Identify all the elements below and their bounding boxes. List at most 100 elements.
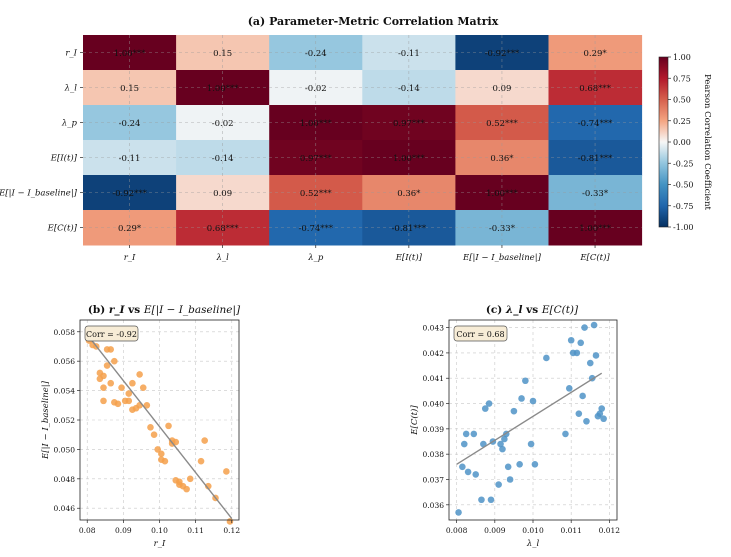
scatter-b-ytick-label: 0.054 bbox=[54, 387, 76, 396]
scatter-b-point bbox=[201, 437, 208, 444]
scatter-b-point bbox=[100, 397, 107, 405]
scatter-c-point bbox=[487, 496, 495, 504]
scatter-c-title-y: E[C(t)] bbox=[541, 304, 579, 316]
scatter-c-point bbox=[518, 395, 525, 402]
scatter-b-point bbox=[107, 379, 115, 387]
scatter-b-ylabel: E[|I − I_baseline|] bbox=[41, 380, 51, 460]
scatter-c-point bbox=[472, 471, 480, 478]
colorbar-tick-label: -1.00 bbox=[673, 223, 694, 232]
scatter-b-point bbox=[125, 390, 133, 397]
scatter-c-point bbox=[596, 410, 604, 417]
colorbar-tick-label: 0.75 bbox=[673, 74, 691, 83]
scatter-c-panel: 0.008 0.009 0.010 0.011 0.012 0.036 0.037 0.038… bbox=[409, 319, 620, 549]
scatter-c-point bbox=[485, 400, 493, 407]
heatmap-cell-label: 0.15 bbox=[213, 49, 232, 59]
scatter-b-xlabel: r_I bbox=[154, 539, 166, 549]
scatter-b-point bbox=[96, 375, 104, 383]
scatter-b-point bbox=[197, 457, 205, 465]
scatter-c-corr-box bbox=[453, 325, 508, 342]
scatter-b-xtick-label: 0.10 bbox=[151, 526, 168, 535]
colorbar-tick-label: -0.50 bbox=[673, 181, 694, 190]
scatter-b-point bbox=[161, 457, 169, 465]
scatter-c-point bbox=[478, 496, 485, 504]
scatter-c-point bbox=[586, 359, 594, 367]
scatter-c-point bbox=[470, 430, 478, 438]
scatter-c-point bbox=[573, 349, 581, 357]
colorbar-tick-label: 0.00 bbox=[673, 138, 691, 147]
scatter-c-point bbox=[592, 352, 600, 359]
scatter-c-corr-label: Corr = 0.68 bbox=[456, 330, 504, 339]
heatmap-cell-label: -0.24 bbox=[119, 119, 141, 129]
colorbar-bar bbox=[658, 56, 669, 228]
scatter-b-point bbox=[118, 384, 125, 391]
heatmap-col-label: E[C(t)] bbox=[579, 252, 610, 263]
scatter-c-point bbox=[543, 354, 550, 362]
scatter-c-point bbox=[527, 440, 535, 448]
scatter-b-ytick-label: 0.056 bbox=[54, 357, 76, 366]
scatter-c-point bbox=[516, 461, 523, 468]
scatter-b-ytick-label: 0.046 bbox=[54, 504, 76, 513]
heatmap-cell-label: 0.68*** bbox=[579, 84, 611, 94]
scatter-b-ytick-label: 0.052 bbox=[54, 416, 76, 425]
heatmap-cell-label: 0.09 bbox=[213, 189, 232, 199]
scatter-b-point bbox=[223, 468, 230, 475]
scatter-b-ytick-label: 0.048 bbox=[54, 475, 76, 484]
heatmap-cell-label: 0.36* bbox=[397, 189, 421, 199]
heatmap-cell-label: 0.15 bbox=[120, 84, 139, 94]
scatter-c-point bbox=[504, 463, 512, 471]
scatter-c-xtick-label: 0.008 bbox=[446, 526, 468, 535]
scatter-c-point bbox=[481, 405, 489, 412]
scatter-c-title-vs: vs bbox=[522, 304, 541, 316]
heatmap-cell-label: 1.00*** bbox=[579, 224, 611, 234]
scatter-b-ytick-label: 0.058 bbox=[54, 328, 76, 337]
scatter-b-point bbox=[103, 362, 111, 369]
scatter-c-point bbox=[567, 336, 575, 344]
scatter-b-title-vs: vs bbox=[125, 304, 144, 316]
scatter-c-xtick-label: 0.010 bbox=[522, 526, 544, 535]
scatter-b-point bbox=[139, 384, 147, 391]
heatmap-row-label: E[I(t)] bbox=[50, 153, 78, 164]
scatter-b-title-x: r_I bbox=[109, 304, 126, 317]
scatter-c-point bbox=[531, 461, 539, 468]
heatmap-cell-label: 1.00*** bbox=[207, 84, 239, 94]
scatter-c-point bbox=[522, 377, 529, 385]
colorbar-tick-label: -0.25 bbox=[673, 159, 694, 168]
scatter-c-ylabel: E[C(t)] bbox=[409, 405, 420, 436]
scatter-c-point bbox=[495, 481, 502, 488]
heatmap-cell-label: -0.74*** bbox=[298, 224, 333, 234]
heatmap-cell-label: -0.92*** bbox=[485, 49, 520, 59]
scatter-c-point bbox=[562, 430, 569, 438]
scatter-b-point bbox=[125, 397, 133, 405]
heatmap-cell-label: -0.02 bbox=[212, 119, 234, 129]
scatter-c-point bbox=[460, 440, 468, 448]
heatmap-cell-label: -0.33* bbox=[582, 189, 609, 199]
scatter-b-point bbox=[158, 450, 165, 458]
scatter-c-ytick-label: 0.039 bbox=[423, 425, 445, 434]
scatter-b-xtick-label: 0.12 bbox=[223, 526, 240, 535]
scatter-b-xtick-label: 0.09 bbox=[115, 526, 132, 535]
scatter-c-point bbox=[575, 410, 583, 417]
scatter-b-corr-box bbox=[84, 325, 139, 342]
scatter-c-point bbox=[598, 405, 606, 412]
scatter-c-point bbox=[581, 324, 588, 331]
colorbar-tick-label: -0.75 bbox=[673, 202, 694, 211]
heatmap-cell-label: 0.52*** bbox=[300, 189, 332, 199]
heatmap-cell-label: 0.52*** bbox=[486, 119, 518, 129]
heatmap-cell-label: 1.00*** bbox=[114, 49, 146, 59]
scatter-c-point bbox=[583, 417, 590, 425]
heatmap-row-label: λ_l bbox=[64, 84, 78, 94]
heatmap-cell-label: 0.29* bbox=[118, 224, 142, 234]
colorbar: 1.00 0.75 0.50 0.25 0.00 -0.25 -0.50 -0.75 -1.00… bbox=[658, 53, 712, 232]
scatter-c-point bbox=[462, 430, 470, 438]
heatmap-cell-label: -0.81*** bbox=[578, 154, 613, 164]
scatter-b-point bbox=[172, 476, 180, 484]
heatmap-cell-label: 0.36* bbox=[490, 154, 514, 164]
scatter-c-point bbox=[600, 415, 607, 423]
scatter-b-point bbox=[107, 346, 115, 353]
scatter-c-point bbox=[497, 440, 504, 448]
scatter-b-point bbox=[176, 481, 183, 489]
scatter-c-ytick-label: 0.038 bbox=[423, 450, 445, 459]
scatter-c-ytick-label: 0.043 bbox=[423, 324, 445, 333]
